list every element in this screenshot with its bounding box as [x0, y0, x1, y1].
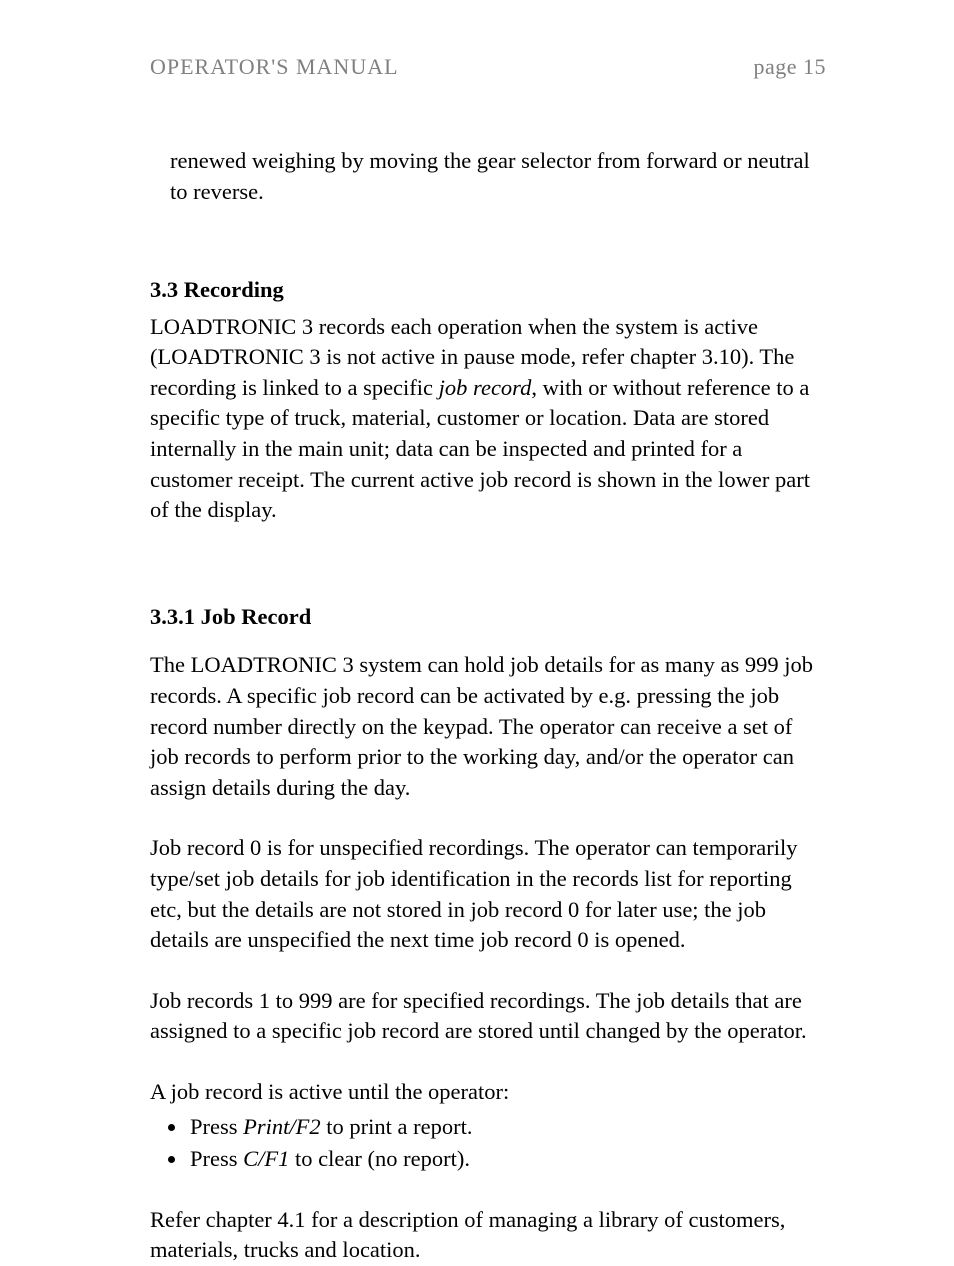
para-active-until: A job record is active until the operato…: [150, 1077, 826, 1108]
li-text-b: to print a report.: [321, 1114, 473, 1139]
active-until-list: Press Print/F2 to print a report. Press …: [150, 1112, 826, 1175]
header-title: OPERATOR'S MANUAL: [150, 52, 399, 82]
section-heading-3-3-1: 3.3.1 Job Record: [150, 602, 826, 633]
manual-page: OPERATOR'S MANUAL page 15 renewed weighi…: [0, 0, 954, 1235]
list-item: Press C/F1 to clear (no report).: [188, 1144, 826, 1175]
header-page-number: page 15: [753, 52, 826, 82]
para-refer-chapter: Refer chapter 4.1 for a description of m…: [150, 1205, 826, 1266]
section-3-3-paragraph: LOADTRONIC 3 records each operation when…: [150, 312, 826, 526]
li-text-b: to clear (no report).: [289, 1146, 470, 1171]
li-em: Print/F2: [243, 1114, 321, 1139]
li-em: C/F1: [243, 1146, 289, 1171]
list-item: Press Print/F2 to print a report.: [188, 1112, 826, 1143]
para-job-records-1-999: Job records 1 to 999 are for specified r…: [150, 986, 826, 1047]
page-header: OPERATOR'S MANUAL page 15: [150, 52, 826, 82]
li-text-a: Press: [190, 1114, 243, 1139]
continuation-paragraph: renewed weighing by moving the gear sele…: [150, 146, 826, 207]
p-em: job record: [439, 375, 532, 400]
section-heading-3-3: 3.3 Recording: [150, 275, 826, 306]
li-text-a: Press: [190, 1146, 243, 1171]
para-job-record-zero: Job record 0 is for unspecified recordin…: [150, 833, 826, 955]
continuation-text: renewed weighing by moving the gear sele…: [170, 148, 810, 204]
para-job-records-capacity: The LOADTRONIC 3 system can hold job det…: [150, 650, 826, 803]
